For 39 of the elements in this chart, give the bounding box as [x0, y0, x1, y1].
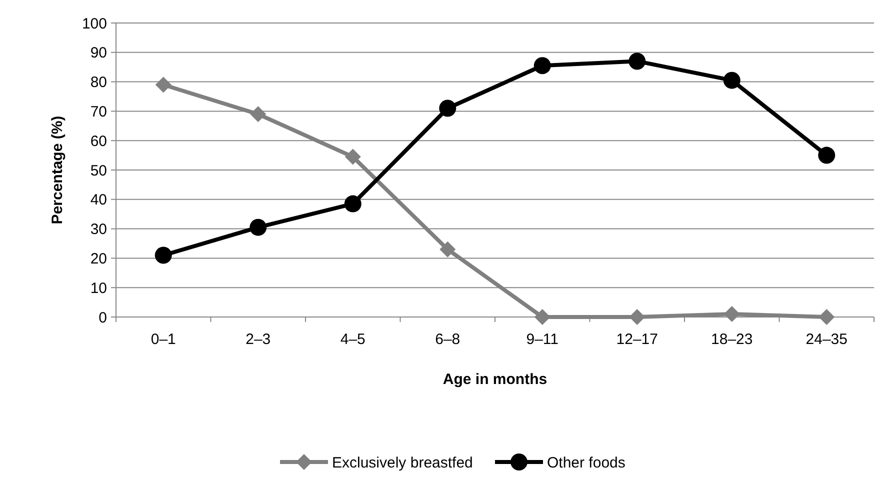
y-axis-title: Percentage (%) — [49, 116, 66, 224]
point — [344, 148, 361, 165]
y-tick-label: 30 — [90, 221, 107, 238]
x-axis-title: Age in months — [442, 371, 548, 388]
point — [344, 195, 362, 212]
point — [724, 306, 740, 322]
point — [440, 241, 456, 258]
x-tick-label: 9–11 — [526, 331, 559, 348]
x-tick-label: 12–17 — [616, 331, 658, 348]
x-tick-label: 2–3 — [246, 331, 271, 348]
x-tick-label: 4–5 — [340, 331, 366, 348]
y-tick-label: 80 — [90, 74, 107, 92]
point — [155, 76, 172, 93]
y-tick-label: 0 — [98, 309, 107, 326]
point — [250, 218, 267, 236]
y-tick-label: 40 — [90, 192, 107, 209]
point — [628, 52, 646, 70]
x-tick-label: 6–8 — [435, 331, 460, 348]
x-tick-label: 18–23 — [711, 331, 753, 348]
legend-label: Exclusively breastfed — [332, 454, 473, 472]
y-tick-label: 60 — [90, 132, 107, 150]
legend-label: Other foods — [547, 454, 626, 472]
point — [723, 72, 740, 89]
y-tick-label: 90 — [90, 44, 107, 62]
y-tick-label: 20 — [90, 250, 107, 268]
y-tick-label: 70 — [90, 103, 107, 120]
point — [818, 146, 836, 164]
point — [818, 309, 835, 325]
x-tick-label: 24–35 — [806, 331, 848, 348]
x-tick-label: 0–1 — [150, 331, 176, 348]
point — [534, 309, 550, 325]
point — [629, 309, 646, 325]
point — [154, 246, 172, 264]
point — [534, 57, 551, 74]
point — [250, 106, 266, 122]
y-tick-label: 10 — [90, 280, 107, 297]
point — [439, 100, 456, 117]
y-tick-label: 50 — [90, 162, 107, 180]
y-tick-label: 100 — [82, 15, 107, 32]
